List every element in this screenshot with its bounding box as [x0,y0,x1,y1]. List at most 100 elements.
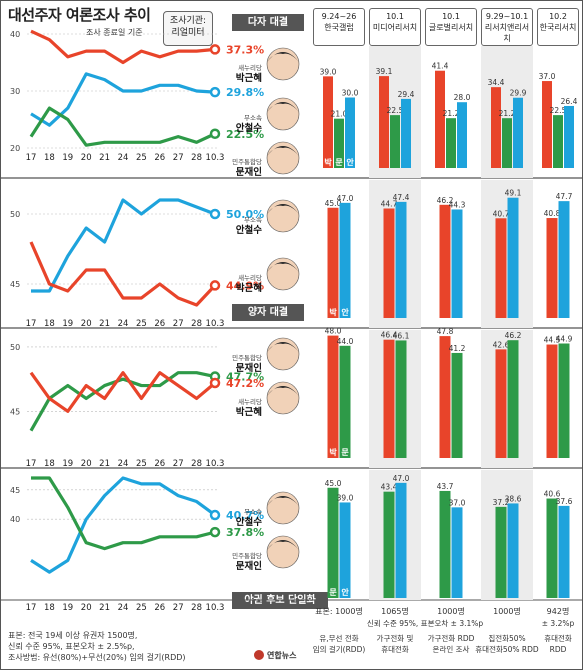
bar-moon [327,487,339,598]
candidate-face-park [266,257,300,291]
end-point-ahn [209,208,221,220]
bar-name-ahn: 안 [341,587,349,597]
bar-ahn [339,502,351,598]
candidate-name-moon: 문재인 [236,362,262,374]
bar-value-label: 40.8 [544,209,561,218]
bar-moon [558,343,570,458]
bar-value-label: 40.7 [493,209,510,218]
bar-value-label: 30.0 [342,89,359,98]
column-shade [481,470,533,600]
x-tick-label: 20 [81,319,92,329]
x-tick-label: 25 [136,459,147,469]
x-tick-label: 21 [99,459,110,469]
bar-ahn [513,97,523,168]
x-tick-label: 28 [191,603,202,613]
value-label-park: 47.2% [226,377,264,390]
bar-value-label: 28.0 [454,93,471,102]
confidence-note: ± 3.2%p [542,619,575,628]
footer-line-1: 표본: 전국 19세 이상 유권자 1500명, [8,631,138,640]
bar-value-label: 21.2 [499,109,516,118]
bar-value-label: 48.0 [325,327,342,336]
method-line-2: 휴대전화 [381,644,409,654]
x-tick-label: 27 [173,153,184,163]
candidate-face-park [266,381,300,415]
bar-ahn [507,197,519,318]
candidate-party-moon: 민주통합당 [232,157,262,166]
x-tick-label: 26 [154,459,165,469]
bar-value-label: 44.5 [544,336,561,345]
candidate-hair-moon [267,540,299,550]
bar-value-label: 37.0 [539,72,556,81]
y-tick-label: 45 [10,486,20,495]
col-date: 9.24~26 [321,12,357,21]
col-agency: 미디어리서치 [372,23,418,32]
value-label-ahn: 29.8% [226,86,264,99]
bar-ahn [564,105,574,168]
bar-value-label: 47.0 [337,194,354,203]
bar-value-label: 44.0 [337,337,354,346]
bar-park [495,349,507,458]
sample-size: 1000명 [437,606,465,616]
bar-value-label: 45.0 [325,479,342,488]
x-tick-label: 25 [136,153,147,163]
candidate-name-ahn: 안철수 [236,224,262,236]
candidate-face-ahn [266,491,300,525]
bar-value-label: 46.4 [381,331,398,340]
value-label-park: 44.9% [226,279,264,292]
bar-moon [495,506,507,598]
agency-name: 리얼미터 [171,28,205,38]
candidate-face-ahn [266,97,300,131]
method-line-1: 휴대전화 [544,633,572,643]
candidate-face-moon [266,535,300,569]
bar-value-label: 43.7 [437,482,454,491]
candidate-name-park: 박근혜 [236,72,262,84]
candidate-face-park [266,47,300,81]
x-tick-label: 20 [81,603,92,613]
footer-line-3: 조사방법: 유선(80%)+무선(20%) 임의 걸기(RDD) [8,653,186,662]
col-header-2: 10.1 미디어리서치 [369,8,421,46]
value-label-moon: 47.7% [226,371,264,384]
x-tick-label: 28 [191,459,202,469]
bar-value-label: 22.5 [550,106,567,115]
x-tick-label: 17 [26,319,37,329]
sample-size: 942명 [547,606,570,616]
method-line-1: 유,무선 전화 [319,633,358,643]
y-tick-label: 20 [10,144,20,153]
bar-value-label: 47.8 [437,327,454,336]
bar-park [327,207,339,318]
bar-value-label: 41.4 [432,62,449,71]
bar-ahn [457,102,467,168]
logo-mark [254,650,264,660]
bar-value-label: 39.1 [376,67,393,76]
survey-note: 조사 종료일 기준 [86,28,143,37]
candidate-name-moon: 문재인 [236,166,262,178]
x-tick-label: 20 [81,459,92,469]
bar-moon [334,118,344,168]
method-line-2: 휴대전화50% RDD [475,644,539,654]
x-tick-label: 18 [44,459,55,469]
value-label-moon: 37.8% [226,526,264,539]
candidate-hair-park [267,52,299,62]
bar-name-moon: 문 [335,158,343,167]
x-tick-label: 27 [173,603,184,613]
candidate-face-ahn [266,199,300,233]
bar-value-label: 49.1 [505,189,522,198]
x-tick-label: 21 [99,153,110,163]
bar-ahn [339,202,351,318]
x-tick-label: 26 [154,153,165,163]
end-point-park [209,44,221,55]
bar-value-label: 37.6 [556,497,573,506]
bar-ahn [558,201,570,318]
bar-name-ahn: 안 [341,307,349,317]
bar-value-label: 39.0 [337,493,354,502]
bar-moon [546,498,558,598]
x-tick-label: 18 [44,603,55,613]
col-agency: 글로벌리서치 [428,23,474,32]
x-tick-label: 25 [136,603,147,613]
bar-ahn [451,507,463,598]
series-line-ahn [30,476,216,574]
bar-name-park: 박 [329,447,337,457]
bar-name-ahn: 안 [346,157,354,167]
method-line-1: 가구전화 및 [377,633,414,643]
